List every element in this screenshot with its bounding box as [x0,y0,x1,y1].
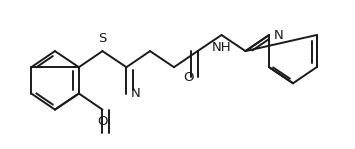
Text: O: O [183,71,193,84]
Text: N: N [273,28,283,42]
Text: O: O [97,115,108,128]
Text: N: N [131,87,141,100]
Text: NH: NH [212,41,231,54]
Text: S: S [98,32,106,45]
